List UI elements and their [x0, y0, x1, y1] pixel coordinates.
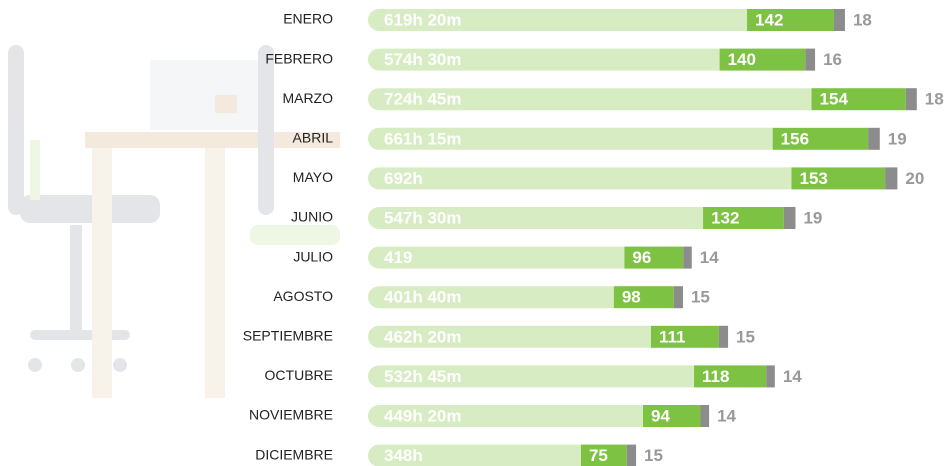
bar-label: 449h 20m: [384, 406, 462, 425]
category-label: SEPTIEMBRE: [243, 328, 333, 344]
category-label: OCTUBRE: [265, 367, 333, 383]
bar-segment: [885, 167, 897, 189]
bar-label: 419: [384, 248, 412, 267]
category-label: JUNIO: [291, 209, 333, 225]
bar-label: 19: [803, 208, 822, 227]
bar-label: 75: [589, 446, 608, 465]
bar-label: 574h 30m: [384, 50, 462, 69]
category-label: FEBRERO: [265, 50, 333, 66]
bar-segment: [368, 167, 792, 189]
bar-label: 94: [651, 406, 670, 425]
bar-label: 619h 20m: [384, 10, 462, 29]
bar-label: 692h: [384, 169, 423, 188]
bar-label: 18: [853, 10, 872, 29]
bar-label: 14: [783, 367, 802, 386]
bar-label: 153: [800, 169, 828, 188]
bar-label: 661h 15m: [384, 129, 462, 148]
bar-label: 532h 45m: [384, 367, 462, 386]
bar-label: 142: [755, 10, 783, 29]
bar-label: 14: [717, 406, 736, 425]
bar-segment: [701, 405, 710, 427]
bar-label: 96: [632, 248, 651, 267]
bar-label: 401h 40m: [384, 288, 462, 307]
bar-label: 547h 30m: [384, 208, 462, 227]
bar-label: 132: [711, 208, 739, 227]
category-label: ABRIL: [293, 130, 334, 146]
bar-label: 16: [823, 50, 842, 69]
bar-segment: [719, 326, 728, 348]
bar-label: 98: [622, 288, 641, 307]
bar-segment: [674, 286, 683, 308]
bar-label: 156: [781, 129, 809, 148]
category-label: NOVIEMBRE: [249, 407, 333, 423]
bar-label: 724h 45m: [384, 90, 462, 109]
bar-segment: [906, 88, 917, 110]
category-label: ENERO: [283, 11, 333, 27]
category-label: MARZO: [282, 90, 333, 106]
bar-label: 111: [659, 327, 686, 346]
bar-segment: [766, 365, 775, 387]
bar-label: 348h: [384, 446, 423, 465]
bar-segment: [627, 445, 636, 466]
bar-label: 462h 20m: [384, 327, 462, 346]
category-label: DICIEMBRE: [255, 446, 333, 462]
category-label: JULIO: [293, 248, 333, 264]
bar-segment: [805, 49, 815, 71]
bar-segment: [683, 247, 692, 269]
bar-label: 118: [702, 367, 729, 386]
category-label: AGOSTO: [273, 288, 333, 304]
bar-segment: [834, 9, 845, 31]
bar-segment: [784, 207, 796, 229]
bar-label: 14: [700, 248, 719, 267]
category-label: MAYO: [293, 169, 333, 185]
chart: ENERO 619h 20m 142 18 FEBRERO 574h 30m 140 16 MA…: [0, 0, 945, 466]
bar-label: 15: [691, 288, 710, 307]
bar-label: 15: [736, 327, 755, 346]
bar-label: 140: [728, 50, 756, 69]
bar-label: 19: [888, 129, 907, 148]
bar-label: 15: [644, 446, 663, 465]
bar-segment: [868, 128, 880, 150]
bar-label: 154: [820, 90, 849, 109]
bar-label: 18: [925, 90, 944, 109]
bar-label: 20: [905, 169, 924, 188]
